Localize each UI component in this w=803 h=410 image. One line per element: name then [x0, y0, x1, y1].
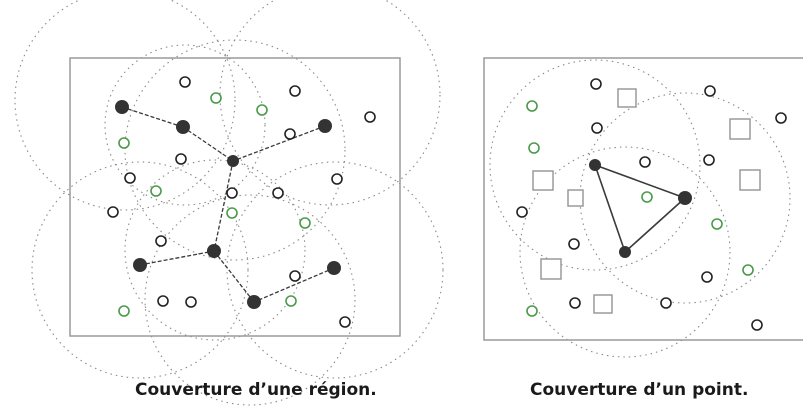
link	[139, 250, 215, 266]
target-point-icon	[729, 118, 751, 140]
sleeping-sensor-icon	[711, 218, 723, 230]
sleeping-sensors	[107, 76, 376, 328]
link	[213, 160, 234, 252]
target-point-icon	[739, 169, 761, 191]
link	[624, 197, 686, 253]
target-point-icon	[567, 189, 584, 207]
sleeping-sensor-icon	[226, 207, 238, 219]
point-coverage-figure	[483, 57, 803, 358]
target-point-icon	[617, 88, 637, 108]
sleeping-sensor-icon	[299, 217, 311, 229]
range-circle	[579, 92, 791, 304]
range-circle	[519, 146, 731, 358]
sleeping-sensor-icon	[526, 305, 538, 317]
link	[594, 164, 626, 253]
active-node-icon	[589, 159, 601, 171]
active-links	[594, 164, 686, 253]
link	[232, 125, 326, 162]
sleeping-sensor-icon	[185, 296, 197, 308]
link	[253, 267, 335, 303]
active-node-icon	[318, 119, 332, 133]
sleeping-sensor-icon	[179, 76, 191, 88]
sleeping-sensor-icon	[175, 153, 187, 165]
sleeping-sensor-icon	[157, 295, 169, 307]
region-frame	[483, 57, 803, 341]
active-nodes	[115, 100, 341, 309]
active-nodes	[589, 159, 692, 258]
active-node-icon	[133, 258, 147, 272]
sleeping-sensor-icon	[568, 238, 580, 250]
range-circle	[226, 161, 444, 379]
sleeping-sensor-icon	[107, 206, 119, 218]
sleeping-sensor-icon	[742, 264, 754, 276]
sleeping-sensor-icon	[339, 316, 351, 328]
sleeping-sensor-icon	[641, 191, 653, 203]
target-points	[532, 88, 761, 314]
range-circle	[489, 59, 701, 271]
link	[213, 250, 255, 303]
sleeping-sensor-icon	[516, 206, 528, 218]
sleeping-sensor-icon	[272, 187, 284, 199]
sleeping-sensor-icon	[155, 235, 167, 247]
range-circle	[124, 39, 346, 261]
active-node-icon	[619, 246, 631, 258]
sleeping-sensor-icon	[226, 187, 238, 199]
sleeping-sensor-icon	[118, 137, 130, 149]
link	[594, 164, 686, 199]
range-circle	[31, 161, 249, 379]
sleeping-sensor-icon	[704, 85, 716, 97]
target-point-icon	[532, 170, 554, 191]
sleeping-sensor-icon	[331, 173, 343, 185]
sleeping-sensor-icon	[591, 122, 603, 134]
range-circle	[104, 44, 266, 206]
sleeping-sensor-icon	[256, 104, 268, 116]
sleeping-sensor-icon	[528, 142, 540, 154]
sleeping-sensor-icon	[210, 92, 222, 104]
sleeping-sensor-icon	[775, 112, 787, 124]
sleeping-sensor-icon	[751, 319, 763, 331]
sleeping-sensor-icon	[639, 156, 651, 168]
sensing-range-circles	[489, 59, 791, 358]
sleeping-sensor-icon	[124, 172, 136, 184]
active-node-icon	[176, 120, 190, 134]
sleeping-sensor-icon	[569, 297, 581, 309]
sleeping-sensor-icon	[660, 297, 672, 309]
region-coverage-figure	[14, 0, 444, 406]
range-circle	[219, 0, 441, 206]
sleeping-sensor-icon	[284, 128, 296, 140]
active-node-icon	[327, 261, 341, 275]
range-circle	[14, 0, 236, 211]
sleeping-sensor-icon	[526, 100, 538, 112]
sleeping-sensor-icon	[150, 185, 162, 197]
target-point-icon	[540, 258, 562, 280]
range-circle	[144, 194, 356, 406]
sleeping-sensor-icon	[364, 111, 376, 123]
active-links	[121, 106, 335, 303]
link	[121, 106, 184, 128]
active-node-icon	[115, 100, 129, 114]
region-coverage-caption: Couverture d’une région.	[135, 380, 377, 400]
range-circle	[124, 159, 306, 341]
active-node-icon	[227, 155, 239, 167]
active-node-icon	[247, 295, 261, 309]
sleeping-sensors	[516, 78, 787, 331]
point-coverage-caption: Couverture d’un point.	[530, 380, 749, 400]
sleeping-sensor-icon	[118, 305, 130, 317]
active-node-icon	[678, 191, 692, 205]
sleeping-sensor-icon	[590, 78, 602, 90]
region-frame	[69, 57, 401, 337]
sleeping-sensor-icon	[289, 270, 301, 282]
sleeping-sensor-icon	[285, 295, 297, 307]
sleeping-sensor-icon	[703, 154, 715, 166]
target-point-icon	[593, 294, 613, 314]
active-node-icon	[207, 244, 221, 258]
link	[182, 126, 234, 162]
sensing-range-circles	[14, 0, 444, 406]
sleeping-sensor-icon	[289, 85, 301, 97]
sleeping-sensor-icon	[701, 271, 713, 283]
